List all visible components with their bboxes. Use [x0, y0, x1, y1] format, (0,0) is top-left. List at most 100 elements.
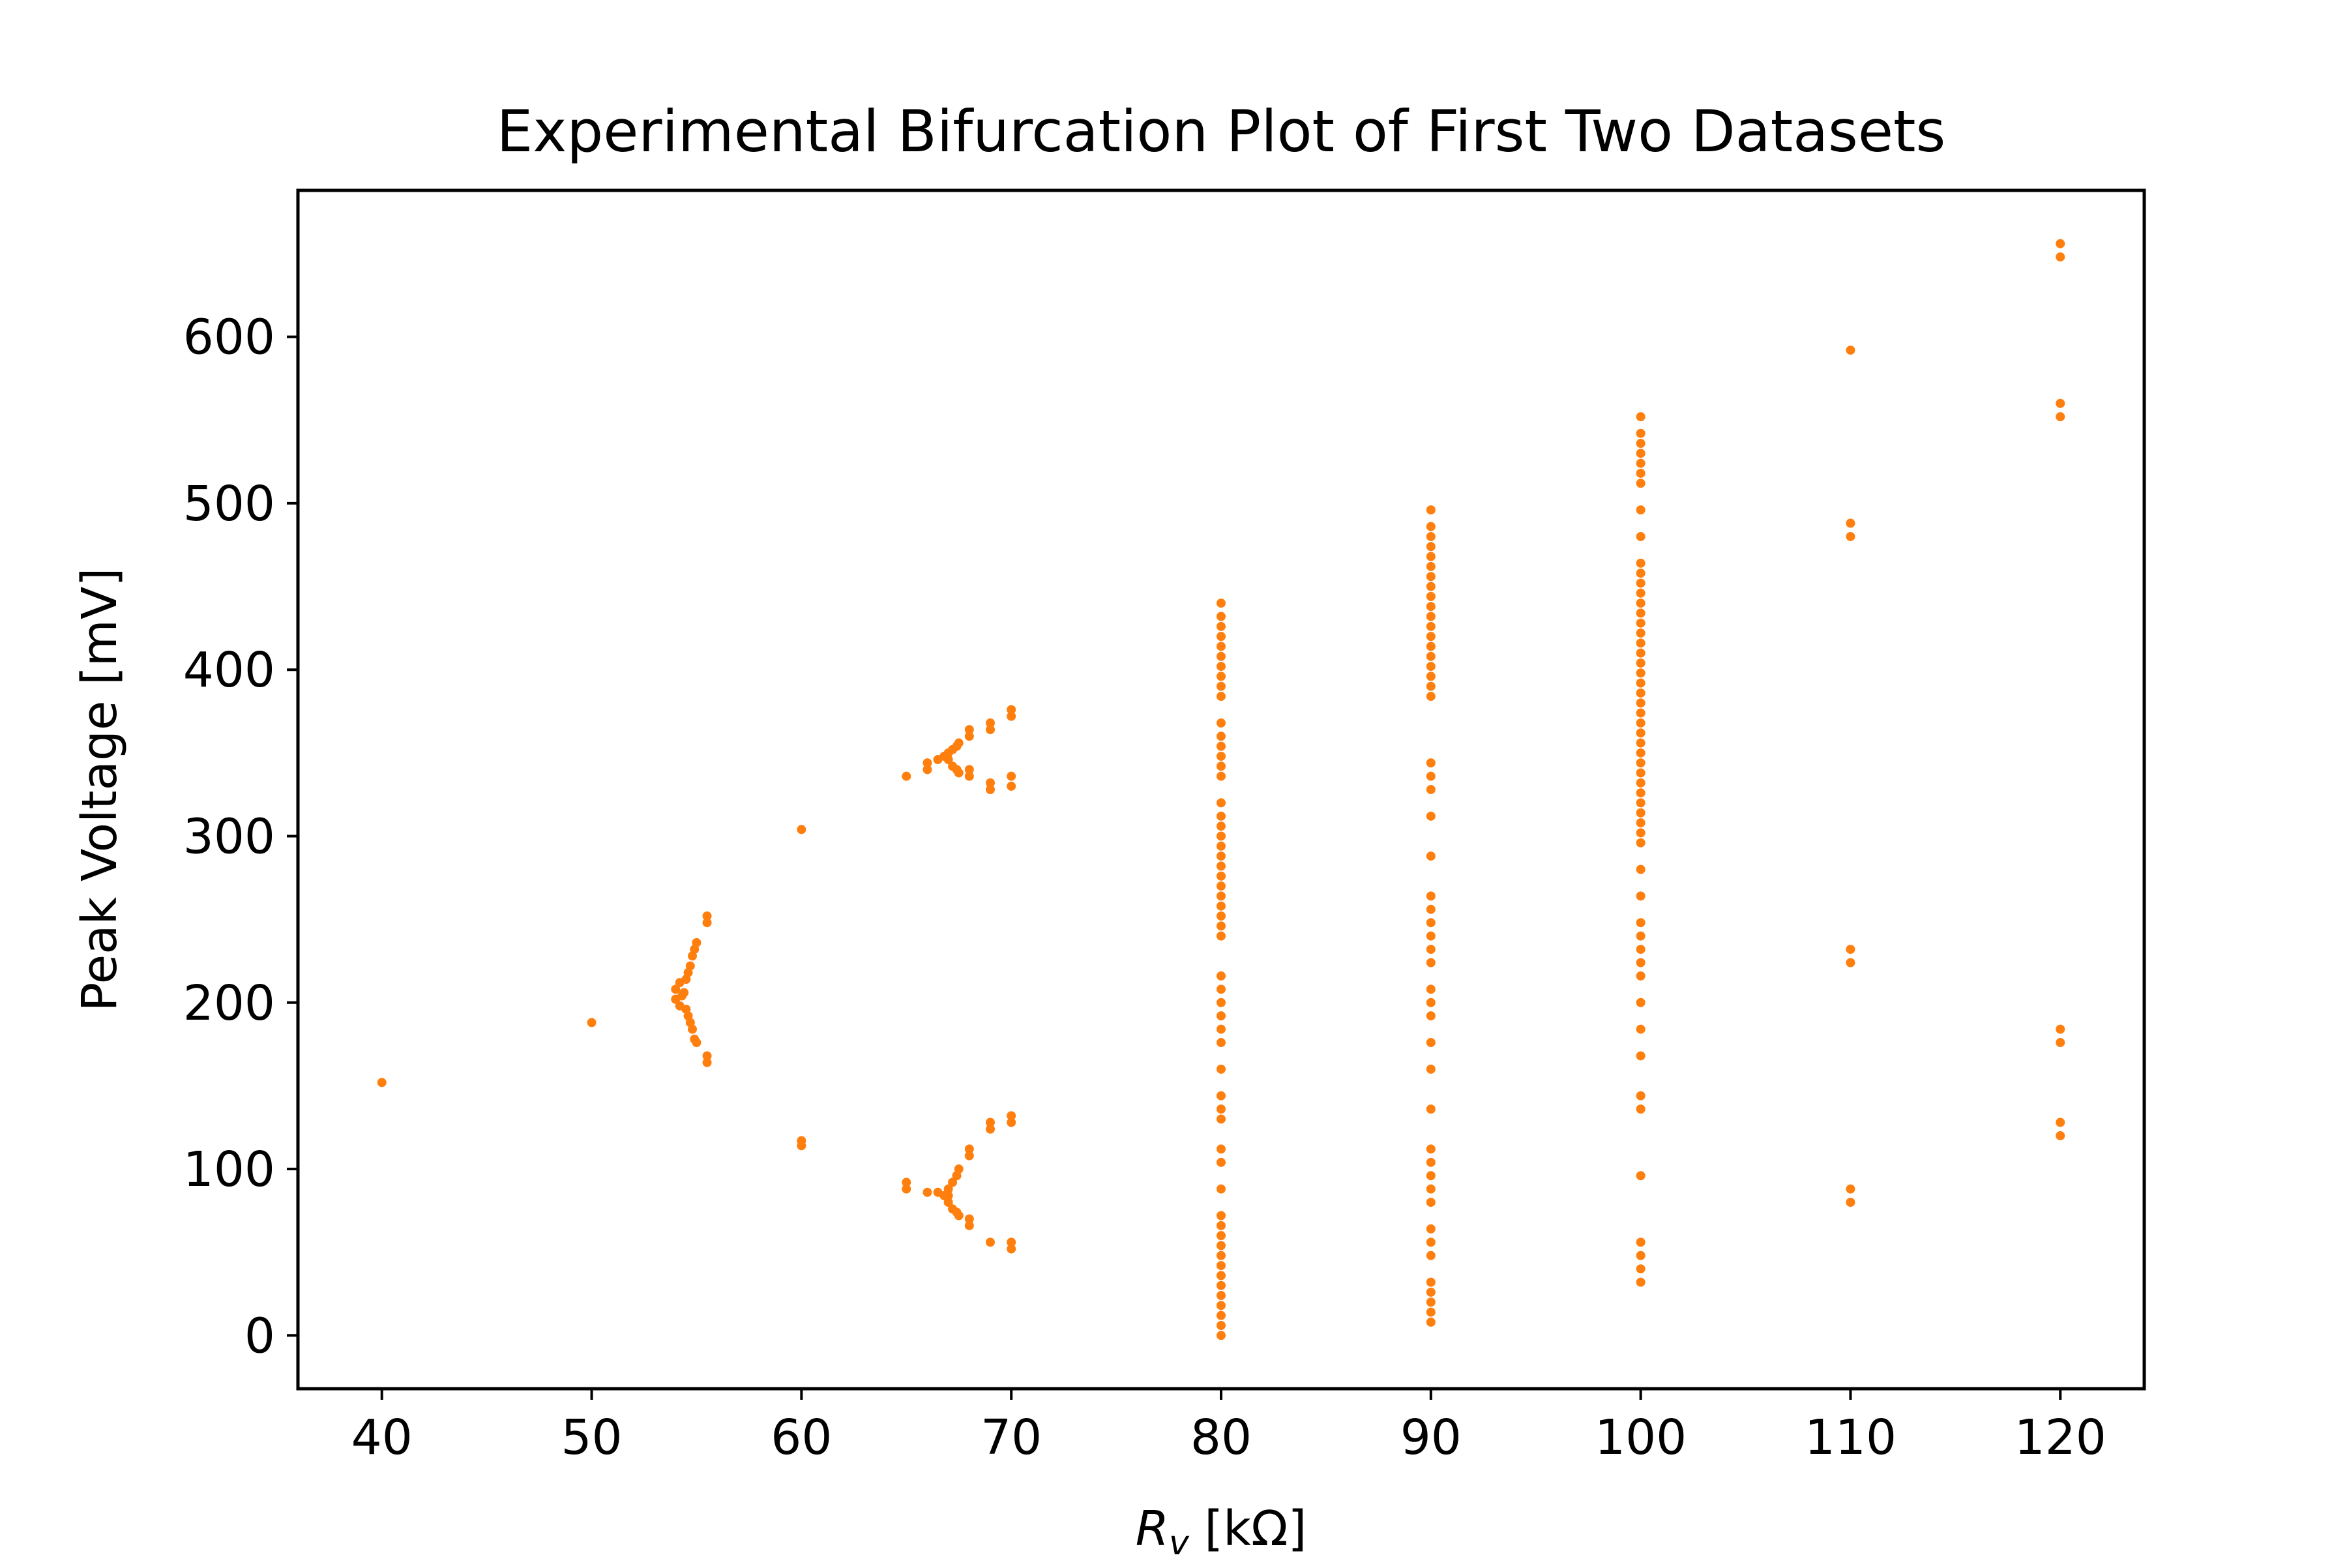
- data-point: [1636, 588, 1646, 598]
- data-point: [1217, 651, 1226, 661]
- data-point: [1636, 838, 1646, 848]
- data-point: [1426, 931, 1436, 941]
- data-point: [2056, 1131, 2065, 1140]
- data-point: [1636, 1250, 1646, 1260]
- data-point: [1636, 449, 1646, 458]
- data-point: [1636, 768, 1646, 778]
- x-axis-label: Rv [kΩ]: [1136, 1501, 1307, 1563]
- data-point: [943, 1198, 953, 1207]
- data-point: [1426, 561, 1436, 571]
- data-point: [1426, 1144, 1436, 1154]
- x-tick-label: 50: [561, 1410, 622, 1466]
- data-point: [2056, 412, 2065, 422]
- data-point: [1846, 531, 1855, 541]
- data-point: [1636, 629, 1646, 638]
- data-point: [1426, 621, 1436, 631]
- data-point: [1426, 1198, 1436, 1207]
- data-point: [1217, 1310, 1226, 1320]
- data-point: [1636, 718, 1646, 728]
- data-point: [587, 1018, 597, 1028]
- data-point: [1217, 861, 1226, 871]
- data-point: [1426, 1317, 1436, 1327]
- data-point: [1217, 692, 1226, 702]
- data-point: [1426, 531, 1436, 541]
- y-axis-label: Peak Voltage [mV]: [72, 568, 128, 1012]
- data-point: [1636, 945, 1646, 954]
- data-point: [1426, 811, 1436, 821]
- data-point: [1217, 911, 1226, 921]
- data-point: [1636, 531, 1646, 541]
- data-point: [1426, 1250, 1436, 1260]
- data-point: [702, 918, 712, 928]
- data-point: [1636, 578, 1646, 588]
- data-point: [1007, 771, 1016, 781]
- data-point: [1217, 881, 1226, 891]
- x-tick-label: 70: [981, 1410, 1042, 1466]
- data-point: [964, 771, 974, 781]
- data-point: [1846, 1184, 1855, 1194]
- data-point: [1426, 1157, 1436, 1167]
- x-tick-label: 60: [771, 1410, 832, 1466]
- data-point: [1636, 798, 1646, 808]
- data-point: [1426, 651, 1436, 661]
- x-axis-label-sub: v: [1169, 1524, 1190, 1563]
- data-point: [1007, 1117, 1016, 1127]
- data-point: [1426, 692, 1436, 702]
- data-point: [1426, 602, 1436, 612]
- data-point: [797, 1136, 806, 1146]
- data-point: [954, 768, 964, 778]
- data-point: [1426, 904, 1436, 914]
- data-point: [1636, 569, 1646, 578]
- data-point: [1636, 618, 1646, 628]
- data-point: [1426, 662, 1436, 672]
- data-point: [1217, 1241, 1226, 1250]
- data-point: [1426, 998, 1436, 1007]
- data-point: [1426, 1104, 1436, 1114]
- data-point: [964, 765, 974, 775]
- data-point: [964, 1214, 974, 1224]
- data-point: [797, 825, 806, 835]
- data-point: [986, 778, 995, 788]
- data-point: [688, 1024, 698, 1034]
- data-point: [2056, 398, 2065, 408]
- data-point: [1426, 505, 1436, 515]
- data-point: [1636, 638, 1646, 648]
- data-point: [2056, 252, 2065, 262]
- data-point: [1636, 918, 1646, 928]
- data-point: [1217, 871, 1226, 881]
- data-point: [1217, 1301, 1226, 1310]
- y-tick-label: 200: [183, 975, 275, 1031]
- data-point: [702, 911, 712, 921]
- data-point: [679, 988, 689, 998]
- data-point: [1426, 851, 1436, 861]
- data-point: [986, 1117, 995, 1127]
- data-point: [1217, 1261, 1226, 1271]
- data-point: [1217, 1024, 1226, 1034]
- data-point: [986, 785, 995, 794]
- data-point: [964, 732, 974, 741]
- x-axis-label-unit: [kΩ]: [1189, 1501, 1307, 1557]
- y-tick-label: 300: [183, 808, 275, 865]
- data-point: [954, 738, 964, 748]
- data-point: [1636, 458, 1646, 468]
- data-point: [1636, 728, 1646, 738]
- data-point: [1217, 621, 1226, 631]
- data-point: [2056, 239, 2065, 248]
- data-point: [1217, 751, 1226, 761]
- data-point: [1426, 672, 1436, 681]
- data-point: [1636, 748, 1646, 758]
- data-point: [1217, 612, 1226, 621]
- data-point: [1007, 1111, 1016, 1121]
- data-point: [1846, 346, 1855, 355]
- data-point: [1636, 428, 1646, 438]
- data-point: [948, 1177, 958, 1187]
- data-point: [1217, 1011, 1226, 1021]
- data-point: [1426, 542, 1436, 552]
- data-point: [671, 984, 681, 994]
- data-point: [1636, 891, 1646, 901]
- data-point: [1217, 1291, 1226, 1301]
- data-point: [1636, 1264, 1646, 1274]
- data-point: [1636, 479, 1646, 488]
- data-point: [1846, 945, 1855, 954]
